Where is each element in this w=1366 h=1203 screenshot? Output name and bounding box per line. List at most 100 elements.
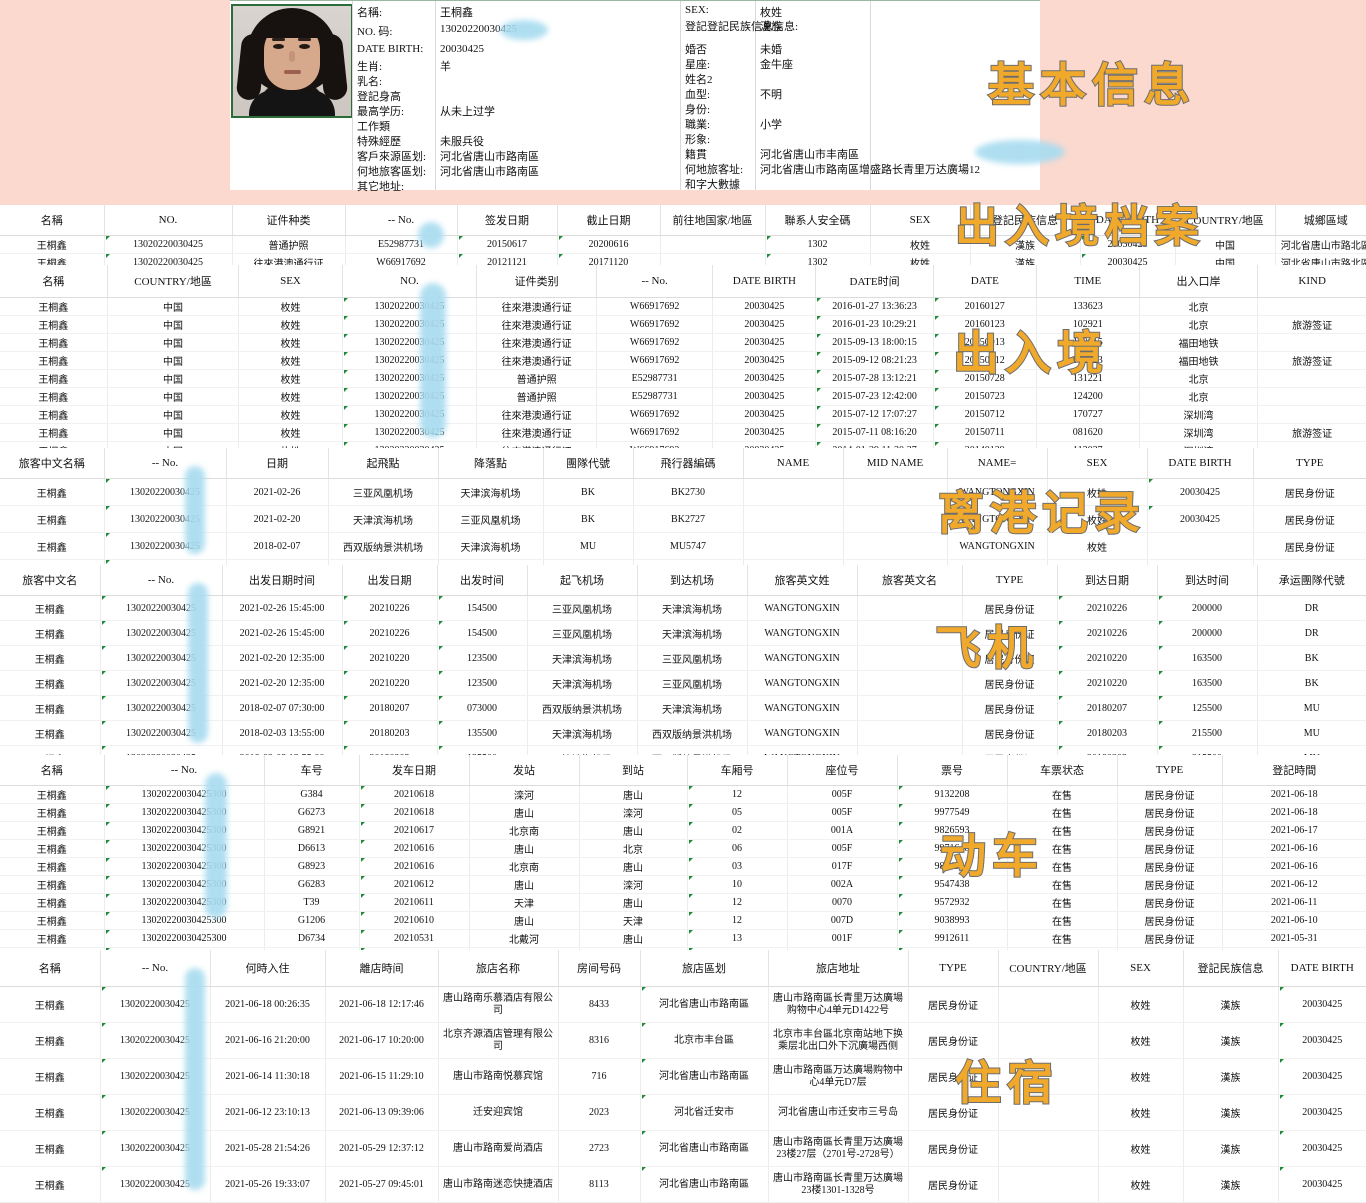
column-header[interactable]: NAME [743, 448, 844, 479]
table-row[interactable]: 王桐鑫 13020220030425 2021-02-26 三亚风凰机场 天津滨海机场 B… [0, 478, 1366, 506]
table-row[interactable]: 王桐鑫 13020220030425 2021-02-26 15:45:00 2021… [0, 595, 1366, 621]
column-header[interactable]: 何時入住 [210, 950, 326, 987]
column-header[interactable]: TYPE [1117, 755, 1223, 786]
column-header[interactable]: 前往地国家/地區 [660, 205, 766, 236]
table-row[interactable]: 王桐鑫 13020220030425300 D6613 20210616 唐山 北京 06 0… [0, 839, 1366, 858]
column-header[interactable]: 聯系人安全碼 [765, 205, 871, 236]
column-header[interactable]: COUNTRY/地區 [1175, 205, 1276, 236]
table-row[interactable]: 王桐鑫 13020220030425300 G8923 20210616 北京南 唐山 03… [0, 857, 1366, 876]
table-row[interactable]: 王桐鑫 13020220030425 2021-02-20 天津滨海机场 三亚风凰机场 B… [0, 505, 1366, 533]
column-header[interactable]: DATE时间 [815, 265, 934, 298]
column-header[interactable]: SEX [238, 265, 343, 298]
table-row[interactable]: 王桐鑫 13020220030425300 D6734 20210531 北戴河 唐山 13… [0, 929, 1366, 948]
column-header[interactable]: 城鄉區域 [1275, 205, 1366, 236]
column-header[interactable]: 旅客中文名稱 [0, 448, 105, 479]
column-header[interactable]: 名稱 [0, 265, 108, 298]
column-header[interactable]: 旅客英文名 [857, 565, 963, 596]
column-header[interactable]: 團隊代號 [543, 448, 634, 479]
table-row[interactable]: 王桐鑫 13020220030425 2021-05-26 19:33:07 2021… [0, 1166, 1366, 1203]
column-header[interactable]: 名稱 [0, 755, 105, 786]
column-header[interactable]: 登記民族信息 [970, 205, 1081, 236]
table-row[interactable]: 王桐鑫 13020220030425 2021-02-20 12:35:00 2021… [0, 645, 1366, 671]
column-header[interactable]: TYPE [908, 950, 999, 987]
column-header[interactable]: 证件类别 [476, 265, 597, 298]
table-row[interactable]: 王桐鑫 13020220030425 2021-05-28 21:54:26 2021… [0, 1130, 1366, 1167]
column-header[interactable]: 名稱 [0, 950, 101, 987]
column-header[interactable]: NO. [342, 265, 478, 298]
column-header[interactable]: 到达时间 [1157, 565, 1258, 596]
column-header[interactable]: NO. [104, 205, 233, 236]
table-row[interactable]: 王桐鑫 13020220030425 2021-06-16 21:20:00 2021… [0, 1022, 1366, 1059]
column-header[interactable]: TYPE [962, 565, 1058, 596]
table-row[interactable]: 王桐鑫 13020220030425 2018-02-07 07:30:00 2018… [0, 695, 1366, 721]
column-header[interactable]: 承运團隊代號 [1257, 565, 1366, 596]
table-row[interactable]: 王桐鑫 13020220030425300 G1206 20210610 唐山 天津 12 0… [0, 911, 1366, 930]
column-header[interactable]: 车票状态 [1007, 755, 1118, 786]
table-row[interactable]: 王桐鑫 13020220030425 2018-02-07 西双版纳景洪机场 天津滨海机… [0, 532, 1366, 560]
column-header[interactable]: COUNTRY/地區 [107, 265, 240, 298]
column-header[interactable]: KIND [1257, 265, 1366, 298]
column-header[interactable]: 名稱 [0, 205, 105, 236]
column-header[interactable]: 出发时间 [437, 565, 528, 596]
column-header[interactable]: 旅客中文名 [0, 565, 101, 596]
column-header[interactable]: 座位号 [787, 755, 898, 786]
column-header[interactable]: 车厢号 [687, 755, 788, 786]
column-header[interactable]: SEX [1047, 448, 1148, 479]
table-row[interactable]: 王桐鑫 中国 枚姓 13020220030425 普通护照 E52987731 200304… [0, 369, 1366, 388]
column-header[interactable]: 到达日期 [1057, 565, 1158, 596]
table-row[interactable]: 王桐鑫 中国 枚姓 13020220030425 普通护照 E52987731 200304… [0, 387, 1366, 406]
column-header[interactable]: COUNTRY/地區 [998, 950, 1099, 987]
column-header[interactable]: -- No. [104, 448, 227, 479]
column-header[interactable]: 到达机场 [637, 565, 748, 596]
column-header[interactable]: 出发日期时间 [222, 565, 343, 596]
column-header[interactable]: -- No. [596, 265, 714, 298]
table-row[interactable]: 王桐鑫 13020220030425 2021-02-26 15:45:00 2021… [0, 620, 1366, 646]
column-header[interactable]: 出发日期 [342, 565, 438, 596]
column-header[interactable]: 旅店名称 [438, 950, 559, 987]
column-header[interactable]: 旅客英文姓 [747, 565, 858, 596]
column-header[interactable]: 出入口岸 [1139, 265, 1259, 298]
column-header[interactable]: 到站 [579, 755, 688, 786]
column-header[interactable]: TIME [1036, 265, 1140, 298]
column-header[interactable]: -- No. [100, 950, 211, 987]
column-header[interactable]: 签发日期 [457, 205, 558, 236]
column-header[interactable]: DATE BIRTH [1080, 205, 1176, 236]
table-row[interactable]: 王桐鑫 13020220030425 2021-06-14 11:30:18 2021… [0, 1058, 1366, 1095]
column-header[interactable]: 旅店地址 [768, 950, 909, 987]
column-header[interactable]: DATE [933, 265, 1037, 298]
column-header[interactable]: -- No. [345, 205, 458, 236]
column-header[interactable]: 发站 [469, 755, 580, 786]
table-row[interactable]: 王桐鑫 13020220030425300 G384 20210618 滦河 唐山 12 00… [0, 785, 1366, 804]
column-header[interactable]: 降落點 [438, 448, 544, 479]
column-header[interactable]: MID NAME [843, 448, 948, 479]
column-header[interactable]: -- No. [104, 755, 265, 786]
column-header[interactable]: 证件种类 [232, 205, 346, 236]
column-header[interactable]: 车号 [264, 755, 360, 786]
column-header[interactable]: 房间号码 [558, 950, 641, 987]
column-header[interactable]: SEX [870, 205, 971, 236]
column-header[interactable]: 登記時間 [1222, 755, 1366, 786]
column-header[interactable]: 起飞机场 [527, 565, 638, 596]
column-header[interactable]: TYPE [1253, 448, 1366, 479]
column-header[interactable]: 发车日期 [359, 755, 470, 786]
column-header[interactable]: 票号 [897, 755, 1008, 786]
table-row[interactable]: 王桐鑫 13020220030425 普通护照 E52987731 20150617 20… [0, 235, 1366, 254]
column-header[interactable]: DATE BIRTH [1147, 448, 1254, 479]
column-header[interactable]: 離店時间 [325, 950, 439, 987]
column-header[interactable]: -- No. [100, 565, 223, 596]
table-row[interactable]: 王桐鑫 13020220030425300 T39 20210611 天津 唐山 12 007… [0, 893, 1366, 912]
table-row[interactable]: 王桐鑫 13020220030425 2021-02-20 12:35:00 2021… [0, 670, 1366, 696]
column-header[interactable]: NAME= [947, 448, 1048, 479]
column-header[interactable]: 日期 [226, 448, 329, 479]
column-header[interactable]: DATE BIRTH [712, 265, 817, 298]
column-header[interactable]: 登記民族信息 [1183, 950, 1279, 987]
table-row[interactable]: 王桐鑫 13020220030425 2021-06-12 23:10:13 2021… [0, 1094, 1366, 1131]
column-header[interactable]: DATE BIRTH [1278, 950, 1366, 987]
